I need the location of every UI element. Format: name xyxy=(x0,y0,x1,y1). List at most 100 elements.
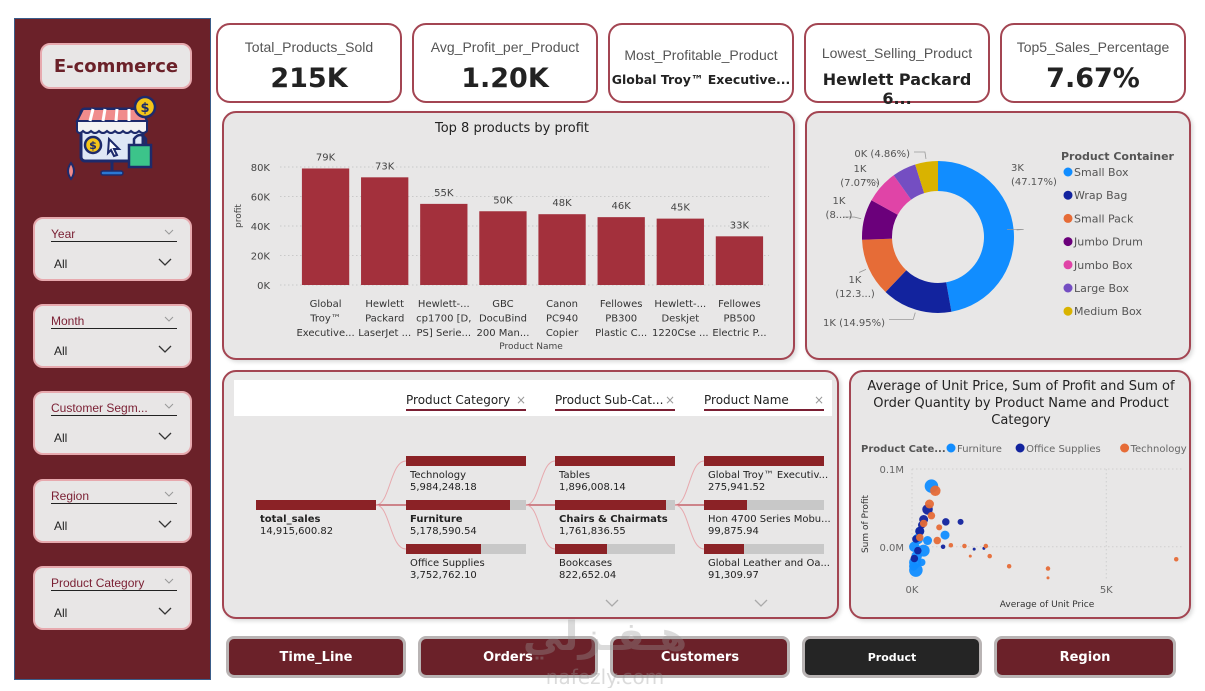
chevron-down-icon[interactable] xyxy=(158,344,172,354)
donut-slice[interactable] xyxy=(862,200,898,240)
scatter-point[interactable] xyxy=(968,554,972,558)
chevron-down-icon[interactable] xyxy=(164,314,174,324)
close-icon[interactable]: × xyxy=(664,393,675,407)
slicer-month-value[interactable]: All xyxy=(54,344,68,358)
expand-chevron-icon[interactable] xyxy=(753,598,769,608)
scatter-point[interactable] xyxy=(983,543,989,549)
slicer-customer-segment[interactable]: Customer Segm... All xyxy=(33,391,192,455)
scatter-point[interactable] xyxy=(948,542,954,548)
node-label: Office Supplies xyxy=(410,558,485,569)
scatter-point[interactable] xyxy=(940,544,946,550)
legend-item[interactable]: Medium Box xyxy=(1074,305,1142,318)
scatter-point[interactable] xyxy=(924,499,934,509)
nav-button-orders[interactable]: Orders xyxy=(418,636,598,678)
x-tick-label: Hewlett-... cp1700 [D, PS] Serie... xyxy=(416,299,471,339)
close-icon[interactable]: × xyxy=(813,393,824,407)
scatter-point[interactable] xyxy=(910,554,919,563)
donut-slice[interactable] xyxy=(915,161,938,194)
chevron-down-icon[interactable] xyxy=(164,227,174,237)
nav-button-time-line[interactable]: Time_Line xyxy=(226,636,406,678)
donut-slice[interactable] xyxy=(862,238,907,293)
chevron-down-icon[interactable] xyxy=(164,489,174,499)
x-tick-label: Fellowes PB300 Plastic C... xyxy=(595,299,647,339)
nav-button-customers[interactable]: Customers xyxy=(610,636,790,678)
donut-slice[interactable] xyxy=(871,175,912,215)
x-tick-label: 0K xyxy=(906,585,919,596)
chevron-down-icon[interactable] xyxy=(164,401,174,411)
slicer-year-value[interactable]: All xyxy=(54,257,68,271)
legend-item[interactable]: Furniture xyxy=(957,444,1002,455)
chart-title: Average of Unit Price, Sum of Profit and… xyxy=(867,379,1175,428)
kpi-label: Most_Profitable_Product xyxy=(624,47,778,63)
scatter-point[interactable] xyxy=(1045,566,1051,571)
donut-slice[interactable] xyxy=(885,270,952,313)
scatter-point[interactable] xyxy=(1173,556,1179,562)
chevron-down-icon[interactable] xyxy=(164,576,174,586)
nav-button-region[interactable]: Region xyxy=(994,636,1176,678)
scatter-point[interactable] xyxy=(972,547,976,551)
scatter-point[interactable] xyxy=(916,533,924,542)
slicer-region-value[interactable]: All xyxy=(54,519,68,533)
legend-item[interactable]: Small Box xyxy=(1074,166,1129,179)
bar[interactable] xyxy=(538,214,586,285)
scatter-point[interactable] xyxy=(957,518,964,525)
scatter-point[interactable] xyxy=(940,530,950,540)
scatter-point[interactable] xyxy=(919,519,928,528)
scatter-point[interactable] xyxy=(909,561,919,571)
slicer-product-category-value[interactable]: All xyxy=(54,606,68,620)
slice-data-label: 3K (47.17%) xyxy=(1011,163,1057,188)
chevron-down-icon[interactable] xyxy=(158,519,172,529)
tree-column-product-subcategory[interactable]: Product Sub-Cat... × xyxy=(555,393,675,411)
scatter-point[interactable] xyxy=(942,518,950,526)
legend-item[interactable]: Small Pack xyxy=(1074,212,1134,225)
scatter-point[interactable] xyxy=(1006,563,1012,569)
scatter-point[interactable] xyxy=(927,511,936,520)
scatter-point[interactable] xyxy=(987,553,992,559)
chevron-down-icon[interactable] xyxy=(158,431,172,441)
slicer-customer-segment-value[interactable]: All xyxy=(54,431,68,445)
chevron-down-icon[interactable] xyxy=(158,606,172,616)
slicer-region[interactable]: Region All xyxy=(33,479,192,543)
legend-item[interactable]: Jumbo Box xyxy=(1073,259,1133,272)
chart-title: Top 8 products by profit xyxy=(434,121,589,136)
node-value: 1,761,836.55 xyxy=(559,526,626,537)
chevron-down-icon[interactable] xyxy=(158,257,172,267)
slicer-product-category[interactable]: Product Category All xyxy=(33,566,192,630)
bar[interactable] xyxy=(597,217,645,285)
scatter-point[interactable] xyxy=(930,485,941,497)
legend-item[interactable]: Wrap Bag xyxy=(1074,189,1127,202)
tree-column-product-category[interactable]: Product Category × xyxy=(406,393,526,411)
bar[interactable] xyxy=(420,203,468,285)
y-tick-label: 0.1M xyxy=(879,465,904,476)
scatter-point[interactable] xyxy=(933,536,942,545)
top-products-bar-chart: Top 8 products by profit profit Product … xyxy=(234,121,769,352)
legend-item[interactable]: Jumbo Drum xyxy=(1073,236,1143,249)
scatter-point[interactable] xyxy=(936,524,943,531)
tree-column-product-name[interactable]: Product Name × xyxy=(704,393,824,411)
bar[interactable] xyxy=(715,236,764,285)
legend-item[interactable]: Office Supplies xyxy=(1026,444,1101,455)
donut-slice[interactable] xyxy=(938,161,1014,312)
legend-item[interactable]: Large Box xyxy=(1074,282,1129,295)
bar-data-label: 73K xyxy=(375,161,395,172)
bar[interactable] xyxy=(479,211,527,285)
close-icon[interactable]: × xyxy=(515,393,526,407)
scatter-point[interactable] xyxy=(915,526,925,536)
scatter-point[interactable] xyxy=(923,536,933,546)
legend-item[interactable]: Technology xyxy=(1130,444,1187,455)
bar[interactable] xyxy=(656,218,704,285)
scatter-point[interactable] xyxy=(1046,576,1050,580)
x-tick-label: GBC DocuBind 200 Man... xyxy=(476,299,529,339)
scatter-point[interactable] xyxy=(917,558,926,567)
donut-slice[interactable] xyxy=(893,164,925,200)
slicer-month[interactable]: Month All xyxy=(33,304,192,368)
slicer-year[interactable]: Year All xyxy=(33,217,192,281)
nav-button-product[interactable]: Product xyxy=(802,636,982,678)
scatter-point[interactable] xyxy=(914,546,922,555)
scatter-point[interactable] xyxy=(962,543,967,549)
bar[interactable] xyxy=(301,168,350,285)
slicer-month-title: Month xyxy=(51,315,177,329)
node-label: total_sales xyxy=(260,514,321,525)
bar[interactable] xyxy=(361,177,409,285)
expand-chevron-icon[interactable] xyxy=(604,598,620,608)
